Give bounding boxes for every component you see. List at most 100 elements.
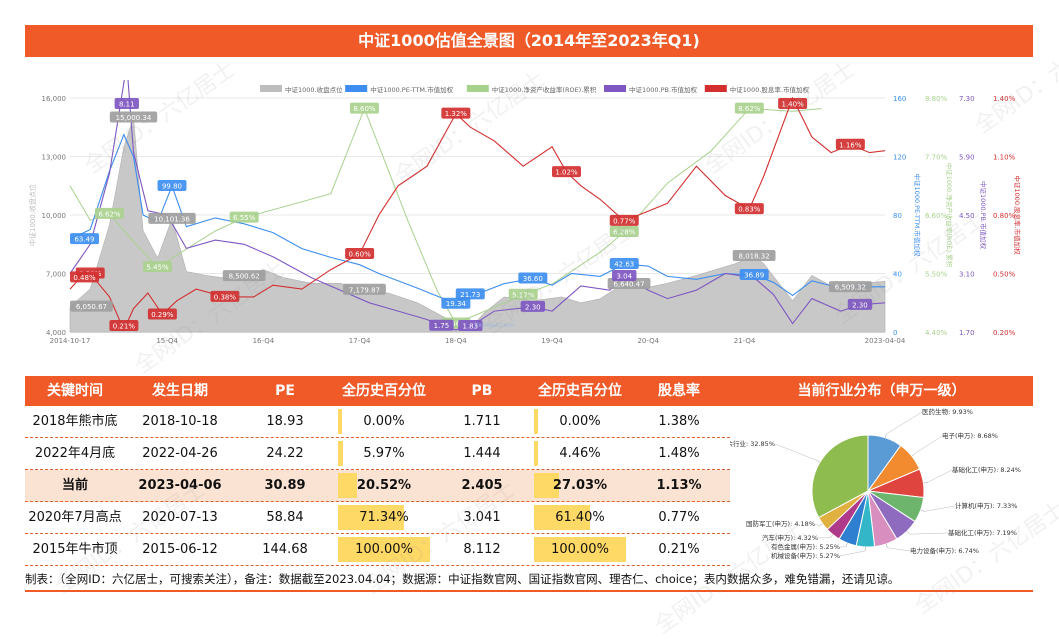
svg-text:99.80: 99.80 — [162, 183, 182, 191]
pie-leader — [927, 470, 952, 482]
svg-text:0.29%: 0.29% — [151, 311, 174, 319]
y-axis-label-pb: 中证1000.PB.市值加权 — [979, 181, 988, 250]
source-mark: lixinger.com — [475, 321, 515, 329]
svg-text:8,500.62: 8,500.62 — [229, 273, 260, 281]
x-tick-label: 20-Q4 — [637, 337, 659, 345]
y-tick-close: 4,000 — [46, 329, 66, 337]
legend-swatch — [345, 85, 367, 92]
data-label: 10,101.36 — [148, 213, 195, 224]
svg-text:6.62%: 6.62% — [98, 210, 121, 218]
svg-text:0.60%: 0.60% — [349, 251, 372, 259]
svg-text:2.30: 2.30 — [525, 303, 541, 311]
y-tick-close: 13,000 — [42, 154, 67, 162]
data-label: 0.77% — [610, 215, 639, 226]
cell-date: 2015-06-12 — [125, 534, 235, 565]
pie-leader — [819, 524, 822, 526]
pie-label: 电子(申万): 8.68% — [942, 431, 998, 440]
svg-text:0.48%: 0.48% — [73, 274, 96, 282]
y-tick-pe: 160 — [893, 95, 906, 103]
pie-leader — [907, 531, 910, 534]
pie-label: 基础化工(申万): 8.24% — [952, 465, 1021, 474]
svg-text:6,640.47: 6,640.47 — [613, 281, 644, 289]
cell-label: 当前 — [25, 470, 125, 501]
y-tick-pe: 80 — [893, 212, 902, 220]
svg-text:36.89: 36.89 — [744, 271, 764, 279]
svg-text:6.55%: 6.55% — [233, 214, 256, 222]
header-pb-percentile: 全历史百分位 — [531, 376, 629, 406]
cell-pe: 30.89 — [235, 470, 335, 501]
pie-label: 有色金属(申万): 5.25% — [771, 542, 840, 551]
data-label: 3.04 — [612, 270, 636, 281]
pie-leader — [775, 444, 816, 460]
pie-leader — [910, 533, 948, 534]
svg-text:6.28%: 6.28% — [613, 229, 636, 237]
x-tick-label: 19-Q4 — [541, 337, 563, 345]
cell-pb: 8.112 — [433, 534, 531, 565]
svg-text:0.83%: 0.83% — [738, 206, 761, 214]
y-tick-dy: 0.20% — [993, 329, 1016, 337]
pie-leader — [886, 544, 887, 548]
pie-label: 国防军工(申万): 4.18% — [746, 519, 815, 528]
pie-label: 计算机(申万): 7.33% — [955, 501, 1017, 510]
data-label: 0.38% — [210, 291, 239, 302]
x-tick-label: 15-Q4 — [156, 337, 178, 345]
svg-text:6,509.32: 6,509.32 — [835, 284, 866, 292]
legend-label: 中证1000.PB.市值加权 — [629, 85, 698, 94]
cell-pe-pct: 5.97% — [335, 438, 433, 469]
cell-pe-pct: 0.00% — [335, 406, 433, 437]
svg-text:1.75: 1.75 — [434, 322, 450, 330]
y-tick-roe: 5.50% — [925, 271, 948, 279]
svg-text:2.30: 2.30 — [852, 301, 868, 309]
pie-leader — [887, 548, 910, 551]
y-tick-pb: 7.30 — [959, 95, 975, 103]
x-tick-label: 2023-04-04 — [865, 337, 906, 345]
cell-pb-pct: 4.46% — [531, 438, 629, 469]
y-axis-label-close: 中证1000.收盘点位 — [28, 184, 37, 246]
pie-leader — [915, 436, 942, 454]
data-label: 36.89 — [740, 269, 769, 280]
legend: 中证1000.收盘点位中证1000.PE-TTM.市值加权中证1000.净资产收… — [260, 85, 809, 94]
svg-text:21.73: 21.73 — [460, 291, 480, 299]
y-tick-pe: 40 — [893, 271, 902, 279]
data-label: 1.75 — [429, 320, 453, 331]
pie-leader — [846, 543, 847, 547]
svg-text:1.32%: 1.32% — [445, 110, 468, 118]
chart-title: 中证1000估值全景图（2014年至2023年Q1) — [25, 25, 1033, 57]
y-tick-pb: 5.90 — [959, 154, 975, 162]
svg-text:6,050.67: 6,050.67 — [76, 303, 107, 311]
pie-leader — [924, 506, 955, 511]
svg-text:5.17%: 5.17% — [512, 291, 535, 299]
data-label: 63.49 — [70, 233, 99, 244]
legend-swatch — [705, 85, 727, 92]
pie-label: 汽车(申万): 4.32% — [762, 533, 818, 542]
legend-label: 中证1000.净资产收益率(ROE).累积 — [492, 85, 597, 94]
data-label: 8.62% — [735, 103, 764, 114]
x-tick-label: 2014-10-17 — [50, 337, 91, 345]
main-chart: 中证1000.收盘点位中证1000.PE-TTM.市值加权中证1000.净资产收… — [25, 80, 1033, 348]
y-tick-dy: 0.80% — [993, 212, 1016, 220]
cell-date: 2023-04-06 — [125, 470, 235, 501]
y-tick-pe: 0 — [893, 329, 897, 337]
svg-text:3.04: 3.04 — [616, 273, 632, 281]
cell-pb-pct: 27.03% — [531, 470, 629, 501]
data-label: 21.73 — [456, 288, 485, 299]
y-tick-dy: 0.50% — [993, 271, 1016, 279]
y-tick-roe: 7.70% — [925, 154, 948, 162]
cell-dy: 1.13% — [629, 470, 729, 501]
data-label: 0.60% — [345, 248, 374, 259]
header-pe: PE — [235, 376, 335, 406]
data-label: 5.45% — [143, 261, 172, 272]
pie-svg: 医药生物: 9.93%电子(申万): 8.68%基础化工(申万): 8.24%计… — [730, 406, 1033, 568]
y-tick-roe: 8.80% — [925, 95, 948, 103]
data-label: 1.02% — [552, 166, 581, 177]
legend-swatch — [467, 85, 489, 92]
cell-pb: 1.711 — [433, 406, 531, 437]
data-label: 19.34 — [441, 298, 470, 309]
svg-text:1.40%: 1.40% — [782, 101, 805, 109]
data-label: 5.17% — [509, 289, 538, 300]
data-label: 6.28% — [610, 226, 639, 237]
pie-title: 当前行业分布（申万一级） — [730, 376, 1033, 406]
cell-pe: 18.93 — [235, 406, 335, 437]
cell-label: 2020年7月高点 — [25, 502, 125, 533]
